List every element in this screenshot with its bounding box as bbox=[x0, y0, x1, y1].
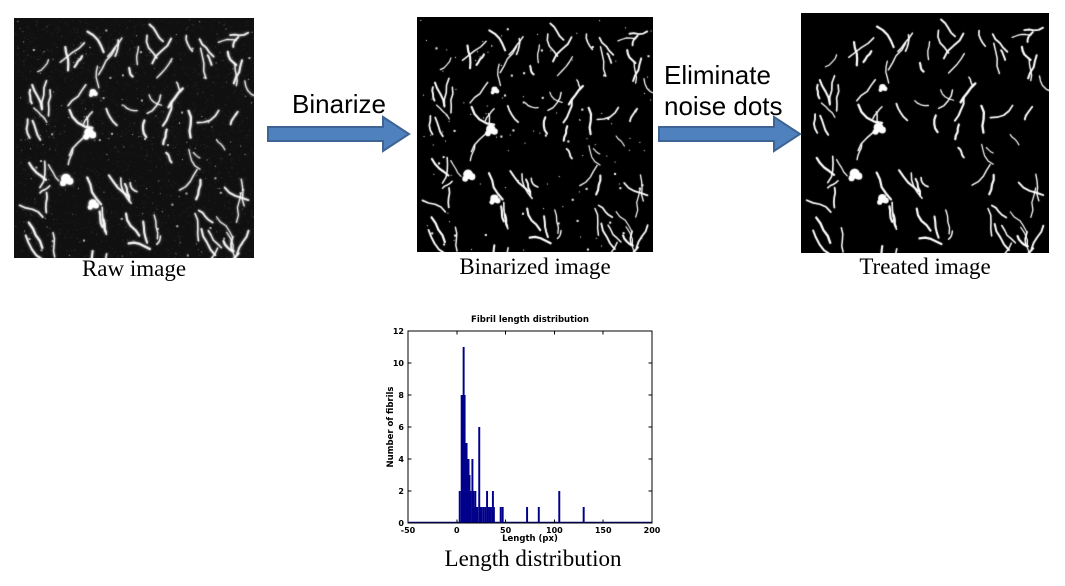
svg-text:2: 2 bbox=[398, 487, 404, 496]
treated-image-caption: Treated image bbox=[859, 254, 991, 279]
svg-text:0: 0 bbox=[398, 519, 404, 528]
svg-text:200: 200 bbox=[644, 526, 661, 535]
svg-text:150: 150 bbox=[595, 526, 612, 535]
raw-image-caption: Raw image bbox=[81, 256, 187, 281]
svg-text:-50: -50 bbox=[401, 526, 416, 535]
binarize-arrow-icon bbox=[267, 115, 411, 153]
svg-text:8: 8 bbox=[398, 391, 404, 400]
svg-text:10: 10 bbox=[393, 359, 405, 368]
treated-image bbox=[801, 13, 1049, 253]
binarized-image bbox=[417, 17, 653, 252]
eliminate-noise-arrow-icon bbox=[658, 115, 802, 153]
svg-text:100: 100 bbox=[546, 526, 563, 535]
svg-text:6: 6 bbox=[398, 423, 404, 432]
chart-title: Fibril length distribution bbox=[471, 315, 589, 325]
svg-text:0: 0 bbox=[454, 526, 460, 535]
eliminate-noise-step-label: Eliminate noise dots bbox=[664, 60, 783, 121]
chart-x-axis-label: Length (px) bbox=[502, 534, 558, 544]
svg-text:50: 50 bbox=[500, 526, 512, 535]
raw-microscopy-image bbox=[14, 18, 254, 258]
binarized-image-caption: Binarized image bbox=[459, 254, 611, 279]
svg-text:4: 4 bbox=[398, 455, 404, 464]
svg-text:12: 12 bbox=[393, 327, 404, 336]
length-distribution-caption: Length distribution bbox=[444, 546, 622, 571]
chart-y-axis-label: Number of fibrils bbox=[386, 386, 396, 468]
binarize-step-label: Binarize bbox=[292, 89, 386, 119]
